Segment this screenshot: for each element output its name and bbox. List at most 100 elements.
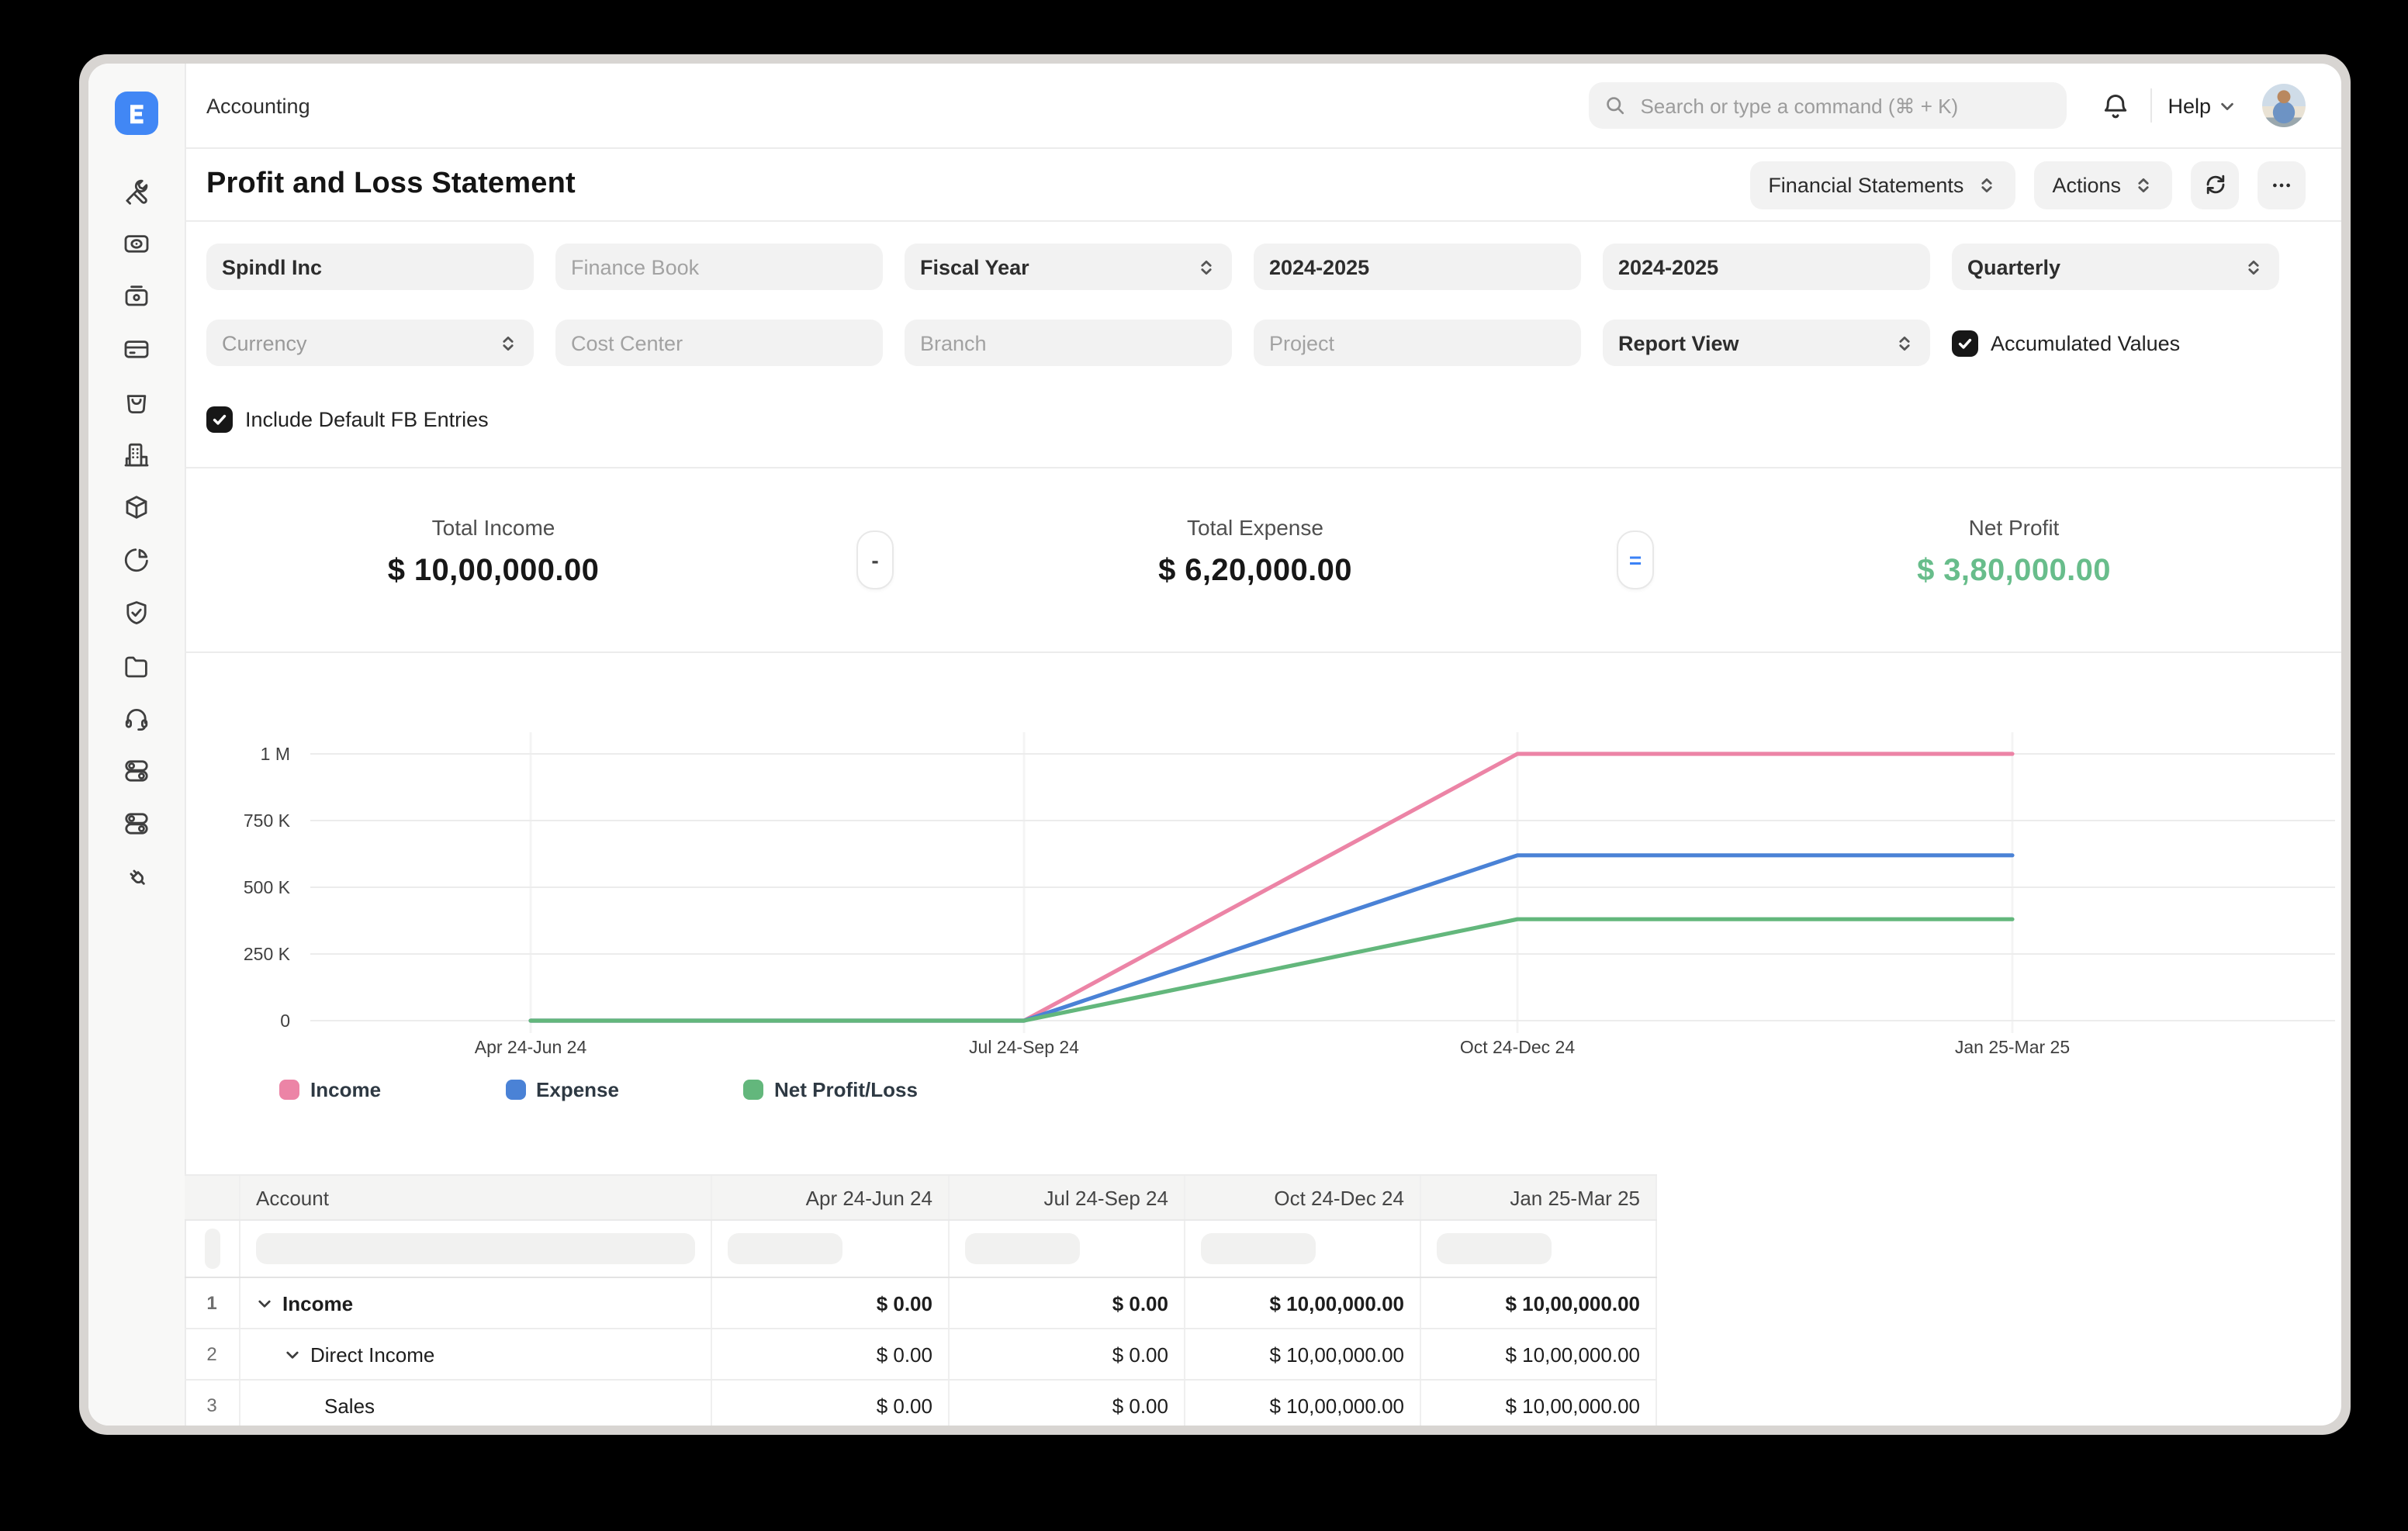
actions-dropdown[interactable]: Actions	[2033, 161, 2172, 209]
sidebar-item-pie-chart[interactable]	[121, 544, 152, 575]
filter-input[interactable]	[1437, 1233, 1552, 1264]
report-group-label: Financial Statements	[1768, 173, 1964, 196]
sidebar-item-toggles[interactable]	[121, 755, 152, 786]
equals-glyph: =	[1628, 548, 1642, 572]
y-axis-tick-label: 1 M	[261, 744, 290, 764]
project-filter[interactable]	[1254, 320, 1581, 366]
account-cell[interactable]: Direct Income	[240, 1329, 712, 1379]
x-axis-tick-label: Jul 24-Sep 24	[969, 1037, 1079, 1057]
sidebar-item-shopping-bag[interactable]	[121, 386, 152, 417]
amount-cell: $ 10,00,000.00	[1185, 1329, 1421, 1379]
start-year-filter[interactable]	[1254, 244, 1581, 290]
legend-label: Income	[310, 1078, 382, 1101]
row-number-cell: 3	[185, 1381, 240, 1426]
filter-input[interactable]	[204, 1229, 220, 1269]
sidebar-item-plug[interactable]	[121, 861, 152, 892]
filter-input[interactable]	[965, 1233, 1080, 1264]
branch-filter[interactable]	[905, 320, 1232, 366]
x-axis-tick-label: Jan 25-Mar 25	[1955, 1037, 2070, 1057]
report-group-dropdown[interactable]: Financial Statements	[1749, 161, 2015, 209]
search-bar[interactable]	[1589, 82, 2067, 129]
row-expand-chevron-icon[interactable]	[256, 1294, 273, 1312]
legend-label: Expense	[536, 1078, 619, 1101]
account-cell[interactable]: Income	[240, 1278, 712, 1328]
sidebar	[88, 64, 186, 1426]
notifications-button[interactable]	[2091, 82, 2138, 129]
updown-icon	[1981, 177, 1992, 192]
search-input[interactable]	[1637, 92, 2052, 119]
filter-input[interactable]	[728, 1233, 842, 1264]
window-frame: Accounting	[79, 54, 2351, 1435]
sidebar-item-headset[interactable]	[121, 703, 152, 734]
account-cell[interactable]: Sales	[240, 1381, 712, 1426]
amount-cell: $ 10,00,000.00	[1421, 1329, 1657, 1379]
row-number: 1	[206, 1292, 217, 1314]
end-year-filter[interactable]	[1603, 244, 1930, 290]
column-header-q1: Apr 24-Jun 24	[712, 1176, 950, 1219]
profit-loss-chart-area: 1 M 750 K 500 K 250 K 0 Apr 24-Jun 24 Jul 24-S…	[185, 717, 2341, 1120]
company-filter[interactable]	[206, 244, 534, 290]
ellipsis-icon	[2273, 182, 2290, 187]
currency-select[interactable]: Currency	[206, 320, 534, 366]
include-default-fb-checkbox[interactable]: Include Default FB Entries	[206, 406, 489, 433]
row-expand-chevron-icon[interactable]	[284, 1346, 301, 1363]
sidebar-item-toggles[interactable]	[121, 808, 152, 839]
app-logo[interactable]	[115, 92, 158, 135]
table-row: 2 Direct Income $ 0.00 $ 0.00 $ 10,00,000.00…	[185, 1329, 1657, 1381]
filter-row-2: Currency Report View	[206, 320, 2341, 366]
erpnext-logo-icon	[130, 105, 144, 124]
currency-value: Currency	[222, 331, 307, 354]
amount-cell: $ 0.00	[950, 1278, 1185, 1328]
sidebar-item-credit-card[interactable]	[121, 334, 152, 365]
more-button[interactable]	[2258, 161, 2306, 209]
periodicity-select[interactable]: Quarterly	[1952, 244, 2279, 290]
main-area: Accounting	[185, 64, 2341, 1426]
cost-center-filter[interactable]	[555, 320, 883, 366]
sidebar-item-shield-check[interactable]	[121, 597, 152, 628]
y-axis-tick-label: 250 K	[244, 944, 291, 964]
report-view-select[interactable]: Report View	[1603, 320, 1930, 366]
legend-swatch	[279, 1080, 299, 1100]
total-income-label: Total Income	[431, 515, 555, 540]
accumulated-values-checkbox[interactable]: Accumulated Values	[1952, 330, 2180, 356]
account-filter-cell	[240, 1221, 712, 1277]
toggles-icon	[125, 813, 148, 835]
row-number-cell: 2	[185, 1329, 240, 1379]
sidebar-item-building[interactable]	[121, 439, 152, 470]
total-expense-label: Total Expense	[1187, 515, 1323, 540]
bell-icon	[2104, 94, 2126, 118]
pl-chart: 1 M 750 K 500 K 250 K 0 Apr 24-Jun 24 Jul 24-S…	[244, 732, 2335, 1057]
account-name: Sales	[324, 1394, 375, 1417]
sidebar-item-tools[interactable]	[121, 175, 152, 206]
building-icon	[124, 443, 149, 467]
headset-icon	[125, 709, 148, 731]
pie-chart-icon	[124, 548, 148, 572]
q4-filter-cell	[1421, 1221, 1657, 1277]
sidebar-item-folder[interactable]	[121, 650, 152, 681]
y-axis-tick-label: 500 K	[244, 877, 291, 897]
cash-icon	[124, 235, 149, 253]
page-actions: Financial Statements Actions	[1749, 161, 2306, 209]
net-profit-value: $ 3,80,000.00	[1917, 554, 2111, 588]
user-avatar[interactable]	[2262, 84, 2306, 127]
sidebar-item-toolbox[interactable]	[121, 281, 152, 312]
filter-input[interactable]	[256, 1233, 695, 1264]
q3-filter-cell	[1185, 1221, 1421, 1277]
row-number-filter-cell	[185, 1221, 240, 1277]
filter-input[interactable]	[1201, 1233, 1316, 1264]
sidebar-item-cash[interactable]	[121, 228, 152, 259]
finance-book-filter[interactable]	[555, 244, 883, 290]
legend-item: Income	[279, 1078, 381, 1101]
sidebar-item-package[interactable]	[121, 492, 152, 523]
help-label: Help	[2168, 94, 2211, 117]
report-table: Account Apr 24-Jun 24 Jul 24-Sep 24 Oct …	[185, 1174, 1657, 1426]
help-menu[interactable]: Help	[2168, 94, 2236, 117]
table-filter-row	[185, 1221, 1657, 1278]
refresh-button[interactable]	[2191, 161, 2239, 209]
amount-cell: $ 0.00	[950, 1381, 1185, 1426]
period-basis-select[interactable]: Fiscal Year	[905, 244, 1232, 290]
net-profit-summary: Net Profit $ 3,80,000.00	[1766, 515, 2262, 589]
legend-item: Net Profit/Loss	[743, 1078, 918, 1101]
page-title: Profit and Loss Statement	[206, 168, 576, 200]
